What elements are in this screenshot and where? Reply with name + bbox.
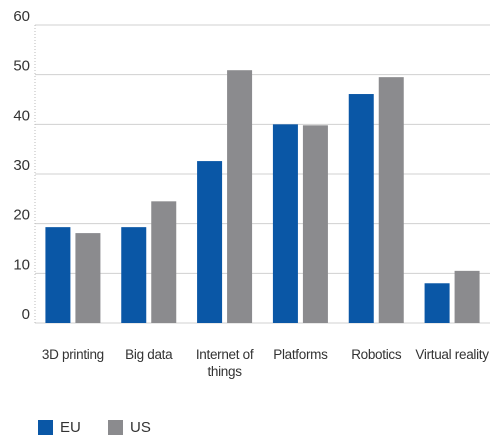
bar [75,233,101,323]
legend-label: EU [60,419,81,436]
bar [378,77,404,324]
x-tick-label: 3D printing [41,347,104,362]
bar [227,70,253,324]
y-tick-label: 50 [13,58,30,75]
y-tick-label: 60 [13,8,30,25]
bar [302,125,328,324]
bar [272,124,298,323]
x-tick-label: Virtual reality [415,347,489,362]
x-tick-label: Robotics [351,347,402,362]
bar [197,161,223,323]
bar [121,227,147,323]
x-tick-label: Platforms [273,347,328,362]
bar [348,94,374,323]
y-tick-label: 40 [13,107,30,124]
x-tick-label: Big data [125,347,173,362]
bar [424,283,450,323]
legend-swatch [108,420,123,435]
y-tick-label: 20 [13,207,30,224]
y-tick-label: 0 [22,306,30,323]
x-tick-label: Internet of things [195,347,254,379]
y-tick-label: 10 [13,256,30,273]
bar [45,227,71,323]
bar [151,201,177,323]
bar [454,270,480,323]
legend-label: US [130,419,151,436]
legend-swatch [38,420,53,435]
y-tick-label: 30 [13,157,30,174]
